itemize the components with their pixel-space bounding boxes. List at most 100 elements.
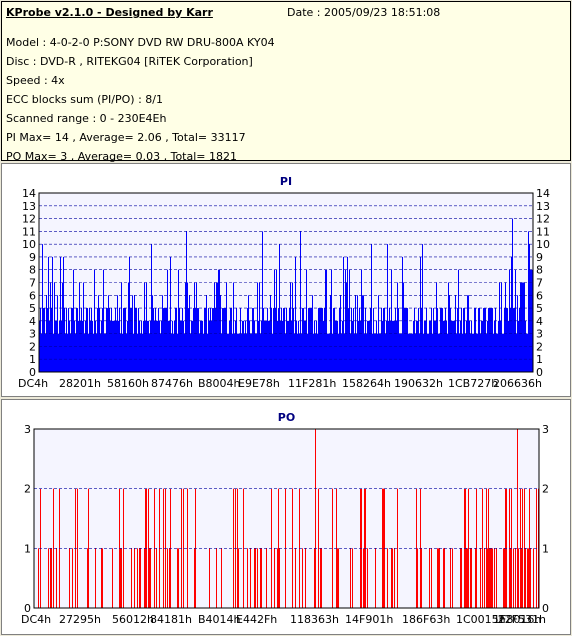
- data-bar: [321, 548, 322, 608]
- data-bar: [363, 548, 364, 608]
- data-bar: [374, 333, 375, 372]
- data-bar: [187, 282, 188, 372]
- y-tick-label-left: 7: [29, 277, 36, 290]
- data-bar: [383, 308, 384, 372]
- data-bar: [83, 282, 84, 372]
- data-bar: [488, 488, 489, 608]
- data-bar: [332, 333, 333, 372]
- data-bar: [155, 308, 156, 372]
- data-bar: [496, 548, 497, 608]
- data-bar: [172, 320, 173, 372]
- data-bar: [228, 333, 229, 372]
- data-bar: [352, 320, 353, 372]
- x-tick-label: 1C0015h: [456, 613, 506, 626]
- data-bar: [516, 333, 517, 372]
- data-bar: [150, 548, 151, 608]
- data-bar: [193, 308, 194, 372]
- data-bar: [523, 282, 524, 372]
- data-bar: [223, 308, 224, 372]
- data-bar: [227, 333, 228, 372]
- data-bar: [177, 333, 178, 372]
- data-bar: [225, 308, 226, 372]
- data-bar: [505, 282, 506, 372]
- data-bar: [408, 333, 409, 372]
- data-bar: [257, 282, 258, 372]
- data-bar: [301, 333, 302, 372]
- data-bar: [179, 308, 180, 372]
- data-bar: [210, 308, 211, 372]
- data-bar: [76, 308, 77, 372]
- data-bar: [397, 282, 398, 372]
- data-bar: [75, 333, 76, 372]
- scan-speed: Speed : 4x: [6, 74, 65, 87]
- data-bar: [178, 269, 179, 372]
- data-bar: [97, 308, 98, 372]
- data-bar: [475, 548, 476, 608]
- data-bar: [375, 548, 376, 608]
- data-bar: [354, 333, 355, 372]
- y-tick-label-left: 10: [22, 238, 36, 251]
- y-tick-label-right: 3: [536, 328, 543, 341]
- data-bar: [308, 308, 309, 372]
- data-bar: [461, 548, 462, 608]
- data-bar: [493, 333, 494, 372]
- data-bar: [41, 333, 42, 372]
- data-bar: [527, 333, 528, 372]
- data-bar: [506, 308, 507, 372]
- data-bar: [131, 308, 132, 372]
- data-bar: [101, 548, 102, 608]
- y-tick-label-left: 11: [22, 225, 36, 238]
- y-tick-label-left: 1: [24, 542, 31, 555]
- data-bar: [125, 308, 126, 372]
- data-bar: [501, 282, 502, 372]
- data-bar: [196, 282, 197, 372]
- data-bar: [208, 308, 209, 372]
- data-bar: [431, 308, 432, 372]
- data-bar: [342, 320, 343, 372]
- data-bar: [117, 295, 118, 372]
- x-tick-label: 84181h: [150, 613, 192, 626]
- data-bar: [358, 320, 359, 372]
- chart-title: PI: [280, 175, 292, 188]
- data-bar: [163, 308, 164, 372]
- data-bar: [87, 308, 88, 372]
- data-bar: [450, 308, 451, 372]
- data-bar: [521, 282, 522, 372]
- data-bar: [426, 308, 427, 372]
- data-bar: [214, 282, 215, 372]
- data-bar: [173, 333, 174, 372]
- data-bar: [417, 320, 418, 372]
- y-tick-label-right: 0: [542, 602, 549, 615]
- data-bar: [517, 295, 518, 372]
- data-bar: [299, 333, 300, 372]
- data-bar: [503, 333, 504, 372]
- data-bar: [146, 282, 147, 372]
- data-bar: [400, 333, 401, 372]
- y-tick-label-right: 12: [536, 213, 550, 226]
- data-bar: [286, 308, 287, 372]
- data-bar: [300, 231, 301, 372]
- data-bar: [277, 548, 278, 608]
- data-bar: [450, 548, 451, 608]
- x-tick-label: B4014h: [198, 613, 241, 626]
- data-bar: [341, 333, 342, 372]
- data-bar: [437, 308, 438, 372]
- data-bar: [463, 308, 464, 372]
- data-bar: [237, 488, 238, 608]
- data-bar: [140, 333, 141, 372]
- po-summary: PO Max= 3 , Average= 0.03 , Total= 1821: [6, 150, 237, 163]
- data-bar: [318, 308, 319, 372]
- data-bar: [448, 282, 449, 372]
- data-bar: [483, 308, 484, 372]
- data-bar: [47, 308, 48, 372]
- x-tick-label: DC4h: [21, 613, 51, 626]
- data-bar: [363, 295, 364, 372]
- y-tick-label-left: 9: [29, 251, 36, 264]
- data-bar: [165, 308, 166, 372]
- data-bar: [51, 548, 52, 608]
- data-bar: [100, 333, 101, 372]
- data-bar: [337, 548, 338, 608]
- data-bar: [364, 333, 365, 372]
- data-bar: [212, 308, 213, 372]
- plot-area: [34, 429, 539, 608]
